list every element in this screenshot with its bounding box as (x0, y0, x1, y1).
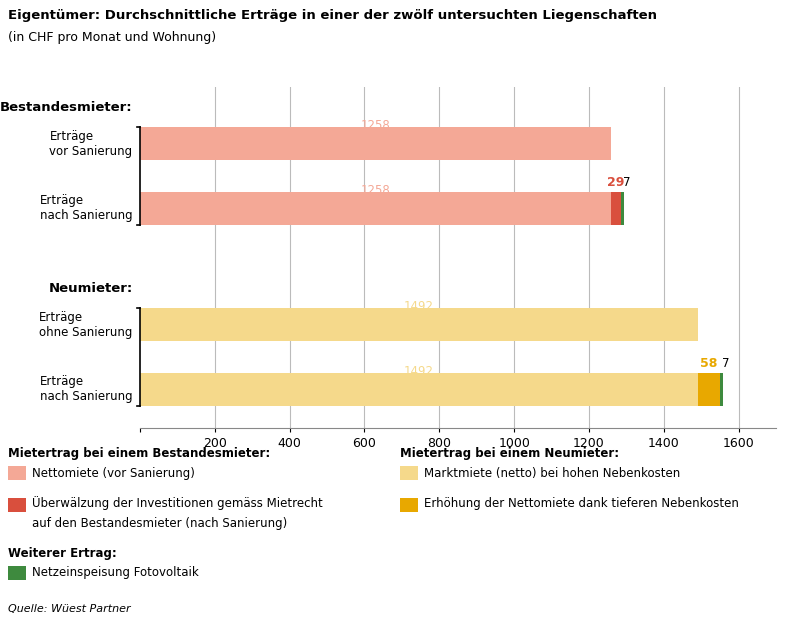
Text: Überwälzung der Investitionen gemäss Mietrecht: Überwälzung der Investitionen gemäss Mie… (32, 496, 322, 510)
Text: 1492: 1492 (404, 365, 434, 378)
Text: Mietertrag bei einem Bestandesmieter:: Mietertrag bei einem Bestandesmieter: (8, 447, 270, 460)
Text: 1492: 1492 (404, 301, 434, 313)
Text: Netzeinspeisung Fotovoltaik: Netzeinspeisung Fotovoltaik (32, 566, 198, 579)
Text: Nettomiete (vor Sanierung): Nettomiete (vor Sanierung) (32, 467, 195, 479)
Text: Eigentümer: Durchschnittliche Erträge in einer der zwölf untersuchten Liegenscha: Eigentümer: Durchschnittliche Erträge in… (8, 9, 657, 22)
Text: Weiterer Ertrag:: Weiterer Ertrag: (8, 547, 117, 559)
Bar (610, 192, 622, 224)
Text: Erträge
vor Sanierung: Erträge vor Sanierung (50, 129, 133, 158)
Bar (622, 192, 624, 224)
Text: Quelle: Wüest Partner: Quelle: Wüest Partner (8, 604, 130, 614)
Text: 7: 7 (722, 357, 729, 371)
Text: Erträge
nach Sanierung: Erträge nach Sanierung (40, 194, 133, 222)
Bar (140, 192, 610, 224)
Text: 58: 58 (700, 357, 718, 371)
Text: 1258: 1258 (361, 184, 390, 197)
Bar (140, 308, 698, 341)
Text: Bestandesmieter:: Bestandesmieter: (0, 101, 133, 114)
Text: Neumieter:: Neumieter: (48, 282, 133, 296)
Text: 7: 7 (623, 176, 630, 189)
Text: Mietertrag bei einem Neumieter:: Mietertrag bei einem Neumieter: (400, 447, 619, 460)
Text: Marktmiete (netto) bei hohen Nebenkosten: Marktmiete (netto) bei hohen Nebenkosten (424, 467, 680, 479)
Bar (140, 373, 698, 406)
Bar (140, 127, 610, 160)
Text: Erhöhung der Nettomiete dank tieferen Nebenkosten: Erhöhung der Nettomiete dank tieferen Ne… (424, 497, 739, 510)
Text: (in CHF pro Monat und Wohnung): (in CHF pro Monat und Wohnung) (8, 31, 216, 44)
Text: auf den Bestandesmieter (nach Sanierung): auf den Bestandesmieter (nach Sanierung) (32, 517, 287, 530)
Text: Erträge
ohne Sanierung: Erträge ohne Sanierung (39, 311, 133, 339)
Text: 1258: 1258 (361, 119, 390, 132)
Text: 29: 29 (607, 176, 625, 189)
Bar (698, 373, 720, 406)
Bar (720, 373, 722, 406)
Text: Erträge
nach Sanierung: Erträge nach Sanierung (40, 376, 133, 403)
